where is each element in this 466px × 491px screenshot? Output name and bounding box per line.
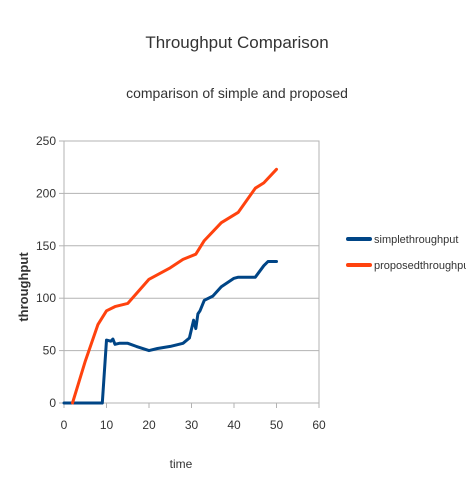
series-lines [62, 167, 278, 405]
y-tick-label-250: 250 [36, 134, 56, 148]
x-tick-label-20: 20 [142, 418, 156, 432]
x-tick-label-50: 50 [270, 418, 284, 432]
y-tick-label-0: 0 [49, 396, 56, 410]
x-axis-label: time [170, 457, 193, 471]
chart-title: Throughput Comparison [145, 33, 328, 52]
y-axis-tick-labels: 0 50 100 150 200 250 [36, 134, 64, 410]
grid-lines [64, 140, 319, 404]
x-tick-label-10: 10 [100, 418, 114, 432]
plot-area-frame [63, 140, 320, 404]
chart-subtitle: comparison of simple and proposed [126, 85, 348, 101]
y-axis-label: throughput [16, 252, 31, 322]
y-tick-label-150: 150 [36, 239, 56, 253]
y-tick-label-50: 50 [43, 344, 57, 358]
legend-label-proposedthroughput: proposedthroughput [374, 260, 466, 272]
series-line-simplethroughput [62, 260, 278, 405]
series-line-proposedthroughput [71, 167, 278, 405]
x-tick-label-0: 0 [61, 418, 68, 432]
x-axis-tick-labels: 0 10 20 30 40 50 60 [61, 403, 326, 432]
y-tick-label-200: 200 [36, 186, 56, 200]
x-tick-label-30: 30 [185, 418, 199, 432]
x-tick-label-60: 60 [312, 418, 326, 432]
x-tick-label-40: 40 [227, 418, 241, 432]
legend: simplethroughput proposedthroughput [346, 234, 466, 272]
y-tick-label-100: 100 [36, 291, 56, 305]
legend-label-simplethroughput: simplethroughput [374, 234, 458, 246]
